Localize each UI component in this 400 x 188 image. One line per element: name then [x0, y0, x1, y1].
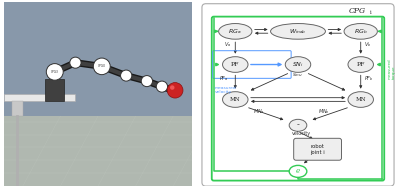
Circle shape: [46, 64, 63, 80]
Text: i: i: [370, 10, 371, 15]
Text: $V_a$: $V_a$: [224, 40, 231, 49]
Text: MN: MN: [356, 97, 366, 102]
Ellipse shape: [344, 24, 377, 39]
Text: PF: PF: [356, 62, 365, 67]
Text: CPG0: CPG0: [98, 64, 106, 68]
Text: $Sinu$: $Sinu$: [292, 71, 303, 79]
Text: measured
torque: measured torque: [387, 59, 396, 80]
Ellipse shape: [289, 165, 307, 177]
Ellipse shape: [285, 57, 311, 72]
FancyBboxPatch shape: [202, 4, 394, 186]
Text: $W_{inab}$: $W_{inab}$: [289, 27, 307, 36]
Text: $PF_b$: $PF_b$: [364, 74, 373, 83]
Polygon shape: [4, 2, 192, 116]
Text: $RG_a$: $RG_a$: [228, 27, 242, 36]
Circle shape: [93, 58, 110, 75]
Ellipse shape: [348, 57, 374, 72]
Polygon shape: [45, 79, 64, 101]
Text: $V_b$: $V_b$: [364, 40, 371, 49]
Text: measured
velocity: measured velocity: [215, 86, 236, 94]
Circle shape: [70, 57, 81, 68]
Polygon shape: [12, 101, 23, 116]
Circle shape: [167, 83, 183, 98]
Text: $PF_a$: $PF_a$: [219, 74, 228, 83]
FancyBboxPatch shape: [294, 138, 342, 160]
Polygon shape: [4, 116, 192, 186]
Text: $MN_a$: $MN_a$: [253, 107, 265, 116]
Polygon shape: [4, 94, 76, 101]
Circle shape: [141, 76, 152, 87]
Circle shape: [120, 70, 132, 81]
Ellipse shape: [289, 119, 307, 131]
Text: CPG3: CPG3: [51, 70, 59, 74]
Text: $SN_i$: $SN_i$: [292, 60, 304, 69]
Text: robot
joint i: robot joint i: [310, 144, 325, 155]
Ellipse shape: [222, 57, 248, 72]
Text: PF: PF: [231, 62, 240, 67]
Text: MN: MN: [230, 97, 240, 102]
Text: $RG_b$: $RG_b$: [354, 27, 368, 36]
Text: $MN_b$: $MN_b$: [318, 107, 330, 116]
Ellipse shape: [348, 92, 374, 107]
Ellipse shape: [219, 24, 252, 39]
Circle shape: [156, 81, 168, 92]
Ellipse shape: [270, 24, 326, 39]
FancyBboxPatch shape: [4, 2, 192, 186]
Ellipse shape: [222, 92, 248, 107]
Text: CPG: CPG: [349, 7, 366, 15]
Circle shape: [170, 85, 174, 90]
Text: e: e: [296, 167, 300, 175]
Text: velocity: velocity: [292, 131, 312, 136]
Text: -: -: [296, 121, 300, 129]
